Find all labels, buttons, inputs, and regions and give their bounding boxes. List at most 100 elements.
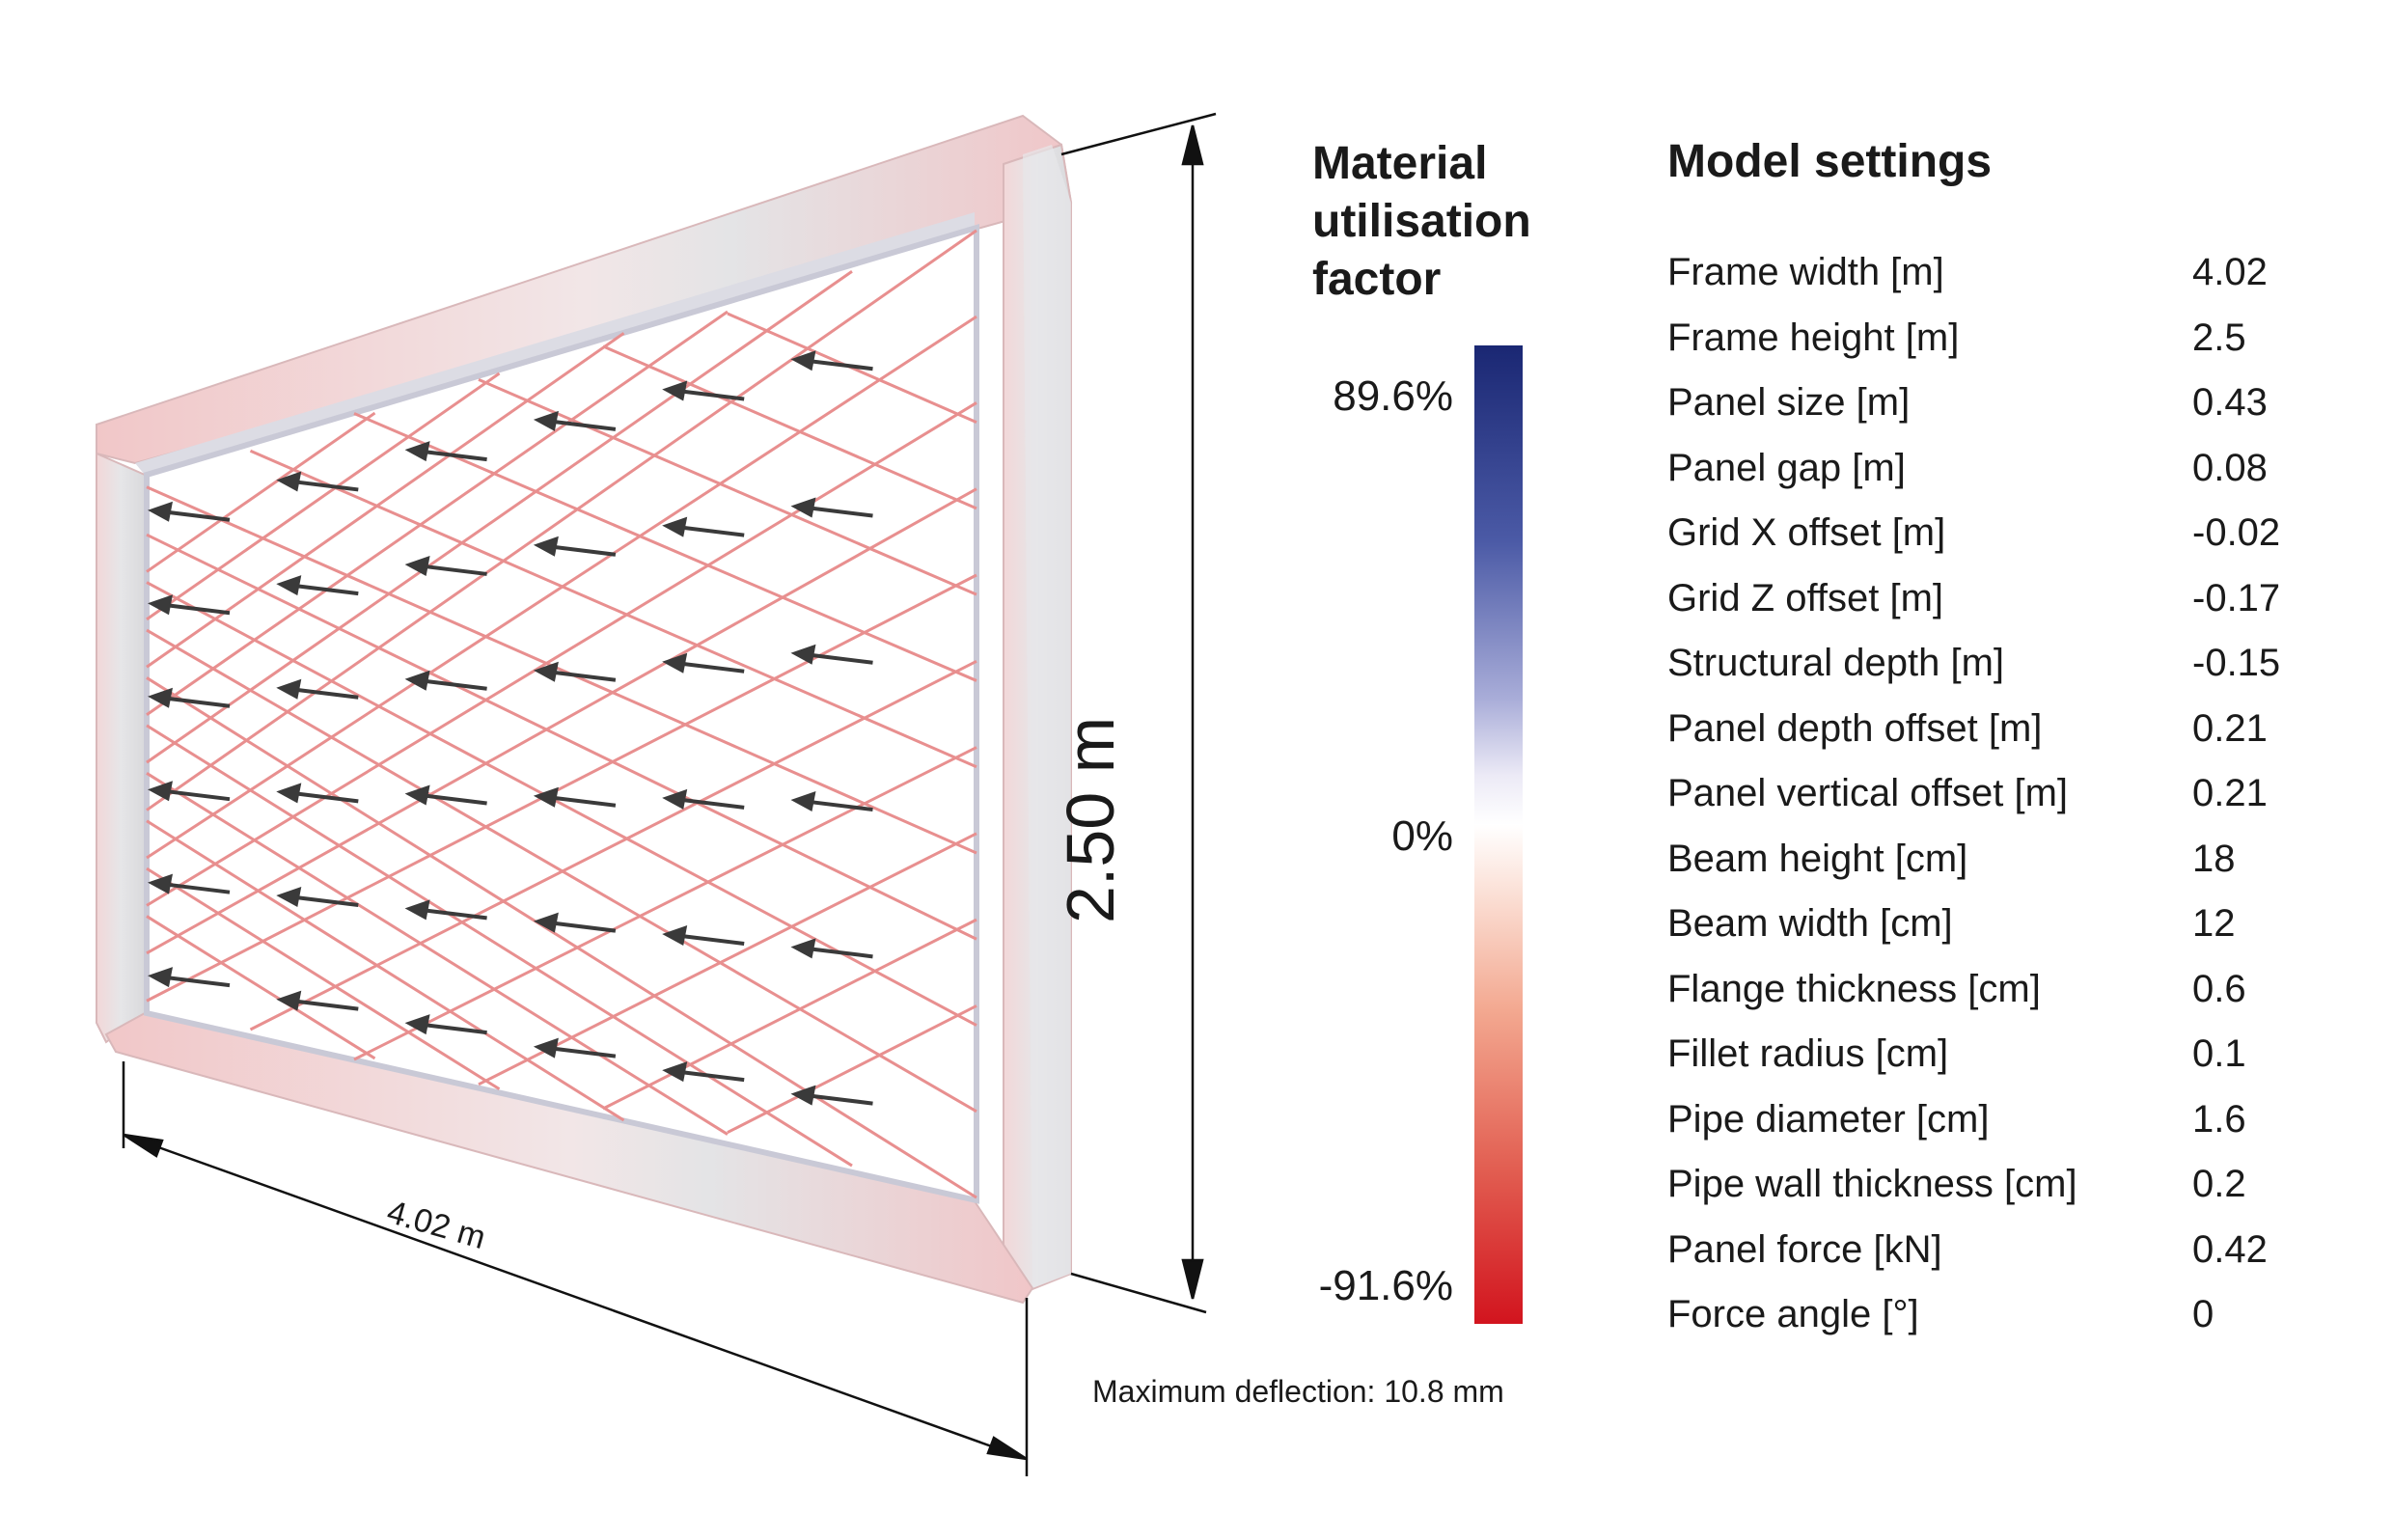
force-arrow — [276, 471, 359, 492]
settings-row: Grid Z offset [m] -0.17 — [1667, 577, 2343, 633]
settings-row: Fillet radius [cm] 0.1 — [1667, 1032, 2343, 1088]
force-arrow — [404, 670, 487, 691]
cable-segment — [478, 832, 977, 1086]
settings-row-value: 0.08 — [2192, 446, 2268, 489]
settings-row-value: -0.17 — [2192, 576, 2281, 619]
cable-segment — [146, 401, 977, 907]
force-arrow — [276, 783, 359, 804]
force-arrow — [533, 1037, 617, 1059]
force-arrow — [533, 536, 617, 557]
settings-row-label: Beam width [cm] — [1667, 902, 1953, 945]
force-arrow — [404, 899, 487, 921]
cable-segment — [146, 411, 376, 573]
settings-row-value: 0.2 — [2192, 1163, 2246, 1205]
cable-segment — [249, 659, 977, 1031]
legend-max-label: 89.6% — [1333, 372, 1453, 420]
settings-row-label: Panel vertical offset [m] — [1667, 772, 2068, 814]
cable-segment — [146, 487, 977, 955]
force-arrow — [533, 912, 617, 933]
force-arrow — [662, 788, 745, 810]
bottom-beam — [104, 1011, 1034, 1305]
settings-row-value: -0.15 — [2192, 642, 2281, 684]
force-arrow — [662, 516, 745, 537]
force-arrow — [662, 1061, 745, 1083]
settings-row: Panel vertical offset [m] 0.21 — [1667, 772, 2343, 828]
settings-row: Pipe wall thickness [cm] 0.2 — [1667, 1163, 2343, 1219]
inner-rim — [144, 223, 979, 1204]
settings-row-value: 0 — [2192, 1293, 2214, 1335]
settings-row-value: 18 — [2192, 837, 2236, 880]
cable-segment — [146, 573, 977, 1003]
force-arrow — [276, 887, 359, 908]
settings-title: Model settings — [1667, 136, 1993, 187]
settings-row-label: Beam height [cm] — [1667, 837, 1968, 880]
cable-segment — [146, 315, 977, 860]
frame — [96, 114, 1073, 1305]
settings-row-value: 2.5 — [2192, 316, 2246, 359]
force-arrow — [148, 873, 231, 894]
cable-segment — [146, 724, 853, 1168]
settings-row-label: Grid Z offset [m] — [1667, 576, 1943, 619]
force-arrow — [662, 925, 745, 946]
settings-row-value: 0.21 — [2192, 772, 2268, 814]
settings-row: Beam width [cm] 12 — [1667, 902, 2343, 958]
cable-segment — [146, 371, 501, 621]
cable-segment — [146, 533, 977, 941]
settings-row-label: Fillet radius [cm] — [1667, 1032, 1949, 1075]
settings-row-label: Panel depth offset [m] — [1667, 706, 2043, 750]
force-arrow — [790, 791, 873, 812]
cable-segment — [146, 229, 977, 811]
settings-row-label: Force angle [°] — [1667, 1293, 1919, 1335]
settings-row-value: 4.02 — [2192, 251, 2268, 293]
settings-row: Panel gap [m] 0.08 — [1667, 447, 2343, 503]
settings-row-value: 1.6 — [2192, 1097, 2246, 1141]
force-arrow — [662, 380, 745, 401]
force-arrow — [404, 784, 487, 806]
cable-segment — [146, 915, 376, 1060]
settings-row-label: Flange thickness [cm] — [1667, 967, 2041, 1010]
settings-row-value: -0.02 — [2192, 511, 2281, 554]
force-arrow — [404, 555, 487, 576]
cable-segment — [146, 676, 977, 1199]
force-arrow — [533, 410, 617, 431]
height-dimension — [1060, 112, 1217, 1314]
force-arrow — [790, 1085, 873, 1106]
top-beam-shadow — [135, 212, 975, 475]
settings-row: Structural depth [m] -0.15 — [1667, 642, 2343, 698]
settings-row-label: Panel size [m] — [1667, 381, 1911, 424]
settings-row-value: 0.6 — [2192, 967, 2246, 1010]
cable-segment — [146, 270, 853, 764]
height-dimension-label: 2.50 m — [1053, 717, 1128, 923]
right-post-face — [1023, 145, 1071, 1288]
settings-row-label: Frame width [m] — [1667, 251, 1944, 293]
settings-row-value: 0.43 — [2192, 381, 2268, 424]
settings-row-label: Grid X offset [m] — [1667, 511, 1946, 554]
settings-row-value: 0.1 — [2192, 1032, 2246, 1075]
cable-segment — [146, 310, 729, 716]
cable-segment — [353, 412, 977, 682]
settings-row-label: Pipe wall thickness [cm] — [1667, 1163, 2077, 1205]
legend-title-line: factor — [1312, 254, 1442, 305]
force-arrow — [148, 594, 231, 616]
legend-title: Material utilisation factor — [1312, 135, 1602, 309]
force-arrow — [148, 501, 231, 522]
settings-row-label: Panel force [kN] — [1667, 1227, 1942, 1271]
settings-row: Pipe diameter [cm] 1.6 — [1667, 1098, 2343, 1154]
max-deflection-text: Maximum deflection: 10.8 mm — [1092, 1374, 1504, 1409]
force-arrow — [276, 990, 359, 1011]
settings-row: Beam height [cm] 18 — [1667, 838, 2343, 894]
force-arrow — [148, 687, 231, 708]
cable-segment — [602, 344, 977, 510]
settings-row-value: 0.42 — [2192, 1227, 2268, 1271]
settings-row: Frame width [m] 4.02 — [1667, 251, 2343, 307]
cable-segment — [146, 772, 729, 1136]
force-arrow — [533, 661, 617, 682]
cable-segment — [146, 485, 977, 855]
left-post — [96, 452, 146, 1044]
force-arrow — [533, 786, 617, 808]
force-arrow — [404, 1014, 487, 1035]
force-arrow — [404, 441, 487, 462]
cable-segment — [602, 918, 977, 1111]
force-arrow — [662, 652, 745, 674]
